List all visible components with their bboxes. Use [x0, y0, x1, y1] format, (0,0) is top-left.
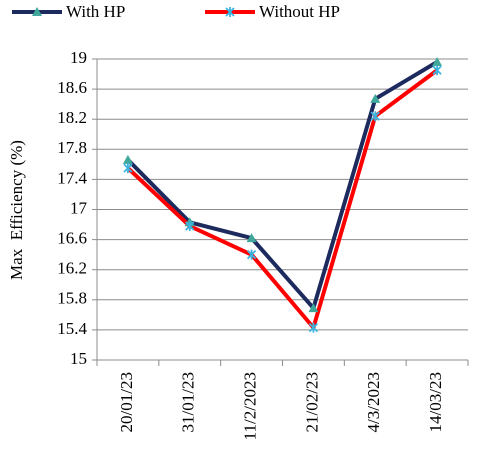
y-tick-label: 17 — [70, 198, 88, 217]
y-tick-label: 15 — [70, 349, 87, 368]
series-line — [126, 68, 439, 330]
data-point — [308, 303, 319, 313]
legend-label: Without HP — [259, 2, 340, 21]
y-tick-label: 17.4 — [57, 168, 87, 187]
x-tick-label: 11/2/2023 — [240, 372, 259, 440]
y-tick-label: 18.6 — [57, 78, 87, 97]
data-point — [370, 93, 381, 103]
y-tick-label: 17.8 — [57, 138, 87, 157]
legend-label: With HP — [66, 2, 125, 21]
y-tick-label: 16.2 — [57, 259, 87, 278]
series-line — [126, 60, 439, 311]
y-tick-label: 15.8 — [57, 289, 87, 308]
y-tick-label: 18.2 — [57, 108, 87, 127]
data-point — [123, 163, 133, 174]
data-point — [432, 57, 443, 67]
x-tick-label: 31/01/23 — [179, 372, 198, 432]
x-tick-label: 21/02/23 — [302, 372, 321, 432]
y-tick-label: 16.6 — [57, 229, 87, 248]
data-point — [246, 249, 257, 260]
data-point — [246, 233, 257, 243]
y-axis-label: Max Efficiency (%) — [7, 140, 26, 280]
x-tick-label: 20/01/23 — [117, 372, 136, 432]
data-point — [308, 322, 319, 333]
x-tick-label: 14/03/23 — [426, 372, 445, 432]
data-point — [185, 221, 195, 232]
y-tick-label: 19 — [70, 48, 87, 67]
data-point — [122, 154, 133, 164]
data-point — [370, 111, 380, 122]
x-tick-label: 4/3/2023 — [364, 372, 383, 432]
y-tick-label: 15.4 — [57, 319, 87, 338]
legend-marker — [32, 7, 42, 16]
legend-marker — [225, 7, 235, 17]
data-point — [432, 65, 442, 76]
